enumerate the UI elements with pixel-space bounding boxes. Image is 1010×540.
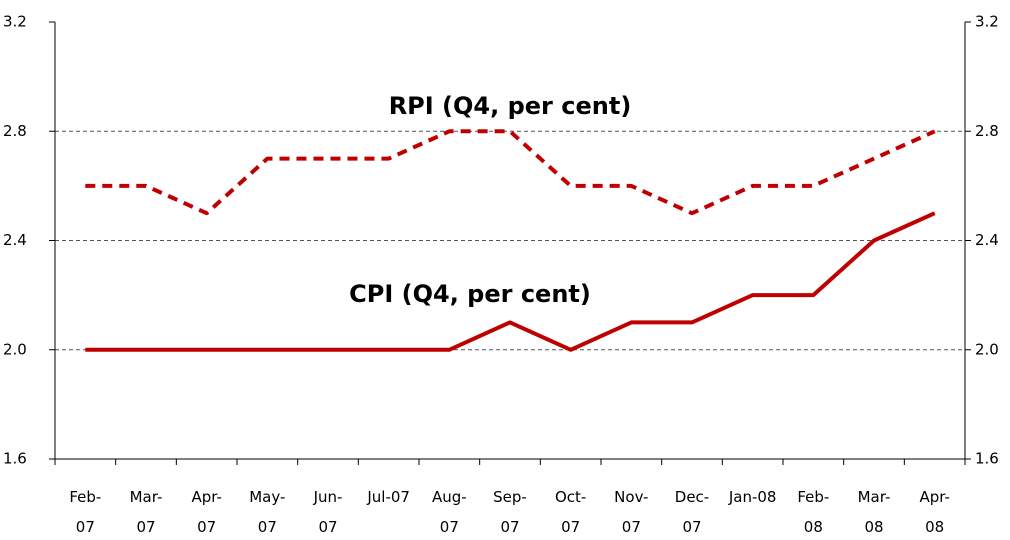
x-tick-label: Mar- 08: [857, 488, 891, 536]
x-tick-label: Aug- 07: [431, 488, 467, 536]
line-series: [85, 129, 936, 216]
x-tick-label: Apr- 08: [919, 488, 950, 536]
x-tick-label: Feb- 08: [797, 488, 830, 536]
y2-tick-label: 2.8: [975, 122, 999, 140]
x-tick-label: Mar- 07: [129, 488, 163, 536]
y2-tick-label: 1.6: [975, 450, 999, 468]
x-tick-label: Feb- 07: [69, 488, 102, 536]
y2-tick-label: 3.2: [975, 13, 999, 31]
x-tick-label: May- 07: [249, 488, 286, 536]
x-tick-label: Oct- 07: [554, 488, 587, 536]
series-label: CPI (Q4, per cent): [349, 280, 591, 308]
y-tick-label: 2.8: [3, 122, 27, 140]
y-tick-label: 3.2: [3, 13, 27, 31]
x-tick-label: Nov- 07: [614, 488, 649, 536]
y-tick-label: 1.6: [3, 450, 27, 468]
x-tick-label: Sep- 07: [493, 488, 527, 536]
x-tick-label: Dec- 07: [674, 488, 710, 536]
x-tick-label: Apr- 07: [191, 488, 222, 536]
x-tick-label: Jan-08: [728, 488, 777, 506]
y2-tick-label: 2.4: [975, 231, 999, 249]
y-tick-label: 2.4: [3, 231, 27, 249]
line-series: [85, 211, 936, 352]
x-tick-label: Jun- 07: [313, 488, 343, 536]
x-tick-label: Jul-07: [367, 488, 410, 506]
y-tick-label: 2.0: [3, 340, 27, 358]
series-label: RPI (Q4, per cent): [389, 92, 632, 120]
y2-tick-label: 2.0: [975, 340, 999, 358]
